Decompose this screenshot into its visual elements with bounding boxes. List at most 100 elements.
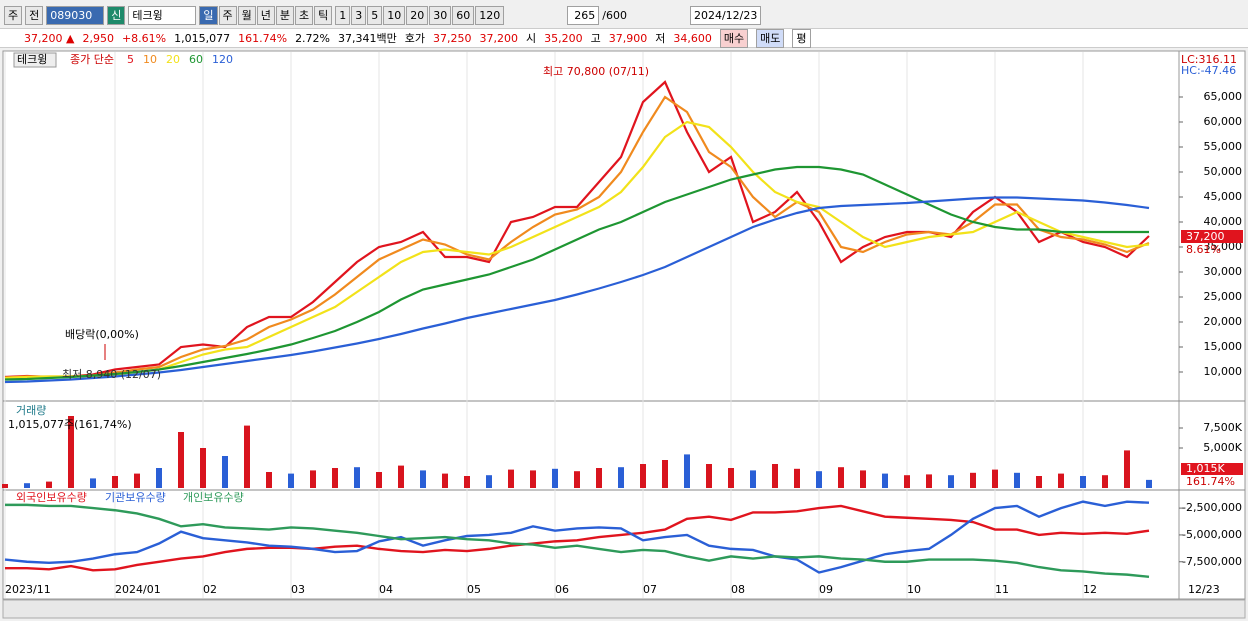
x-tick-label: 11 (995, 583, 1009, 596)
volume-bar (838, 467, 844, 488)
x-tick-label: 08 (731, 583, 745, 596)
volume-bar (772, 464, 778, 488)
view-count[interactable]: 265 (567, 5, 600, 25)
bid: 37,200 (479, 31, 519, 45)
buy-button[interactable]: 매수 (719, 28, 749, 48)
x-tick-label: 07 (643, 583, 657, 596)
open-label: 시 (526, 32, 537, 45)
last-price: 37,200 (1186, 230, 1225, 243)
date-input[interactable]: 2024/12/23 (689, 5, 762, 25)
count-button[interactable]: 20 (406, 5, 429, 25)
interval-button[interactable]: 주 (218, 5, 237, 25)
volume-bar (332, 468, 338, 488)
interval-button[interactable]: 틱 (314, 5, 333, 25)
interval-button[interactable]: 일 (199, 5, 218, 25)
x-tick-label: 10 (907, 583, 921, 596)
code-input[interactable]: 089030 (46, 5, 105, 25)
prev-button[interactable]: 전 (25, 5, 44, 25)
sell-button[interactable]: 매도 (756, 28, 785, 48)
axis-background (1178, 50, 1246, 600)
count-button[interactable]: 120 (475, 5, 505, 25)
lc-label: LC:316.11 (1181, 53, 1237, 66)
y-tick-label: 50,000 (1204, 165, 1243, 178)
volume-bar (552, 468, 558, 488)
count-button[interactable]: 1 (335, 5, 351, 25)
legend-entry: 5 (127, 53, 134, 66)
x-end-label: 12/23 (1188, 583, 1220, 596)
y-tick-label: 10,000 (1204, 365, 1243, 378)
count-group: 1 3 5 10 20 30 60 120 (335, 5, 505, 25)
last-volume-rate: 161.74% (1186, 475, 1235, 488)
volume-bar (970, 472, 976, 488)
legend-entry: 120 (212, 53, 233, 66)
market-tag: 신 (107, 5, 126, 25)
title-box (13, 52, 57, 68)
y-tick-label: 20,000 (1204, 315, 1243, 328)
y-tick-label: 60,000 (1204, 115, 1243, 128)
volume: 1,015,077 (174, 31, 231, 45)
volume-bar (222, 456, 228, 488)
info-bar: 37,200 ▲ 2,950 +8.61% 1,015,077 161.74% … (0, 28, 1248, 48)
count-button[interactable]: 5 (367, 5, 383, 25)
y-tick-label: -7,500,000 (1182, 555, 1242, 568)
series-line (4, 80, 1150, 379)
volume-bar (750, 470, 756, 488)
open: 35,200 (544, 31, 583, 45)
interval-button[interactable]: 년 (256, 5, 275, 25)
volume-rate: 161.74% (238, 31, 288, 45)
volume-bar (882, 473, 888, 488)
volume-bar (398, 465, 404, 488)
y-tick-label: 40,000 (1204, 215, 1243, 228)
count-button[interactable]: 3 (351, 5, 367, 25)
volume-bar (640, 464, 646, 488)
volume-bar (574, 471, 580, 488)
ask: 37,250 (433, 31, 472, 45)
volume-bar (1146, 479, 1152, 488)
interval-button[interactable]: 월 (237, 5, 256, 25)
y-tick-label: 30,000 (1204, 265, 1243, 278)
volume-bar (530, 470, 536, 488)
count-button[interactable]: 60 (452, 5, 475, 25)
volume-bar (684, 454, 690, 488)
high: 37,900 (608, 31, 648, 45)
volume-bar (46, 481, 52, 488)
y-tick-label: 25,000 (1204, 290, 1243, 303)
volume-bar (618, 467, 624, 488)
volume-bar (134, 473, 140, 488)
interval-button[interactable]: 초 (295, 5, 314, 25)
series-line (4, 120, 1150, 380)
x-tick-label: 12 (1083, 583, 1097, 596)
price: 37,200 ▲ (24, 31, 75, 45)
x-tick-label: 03 (291, 583, 305, 596)
x-tick-label: 02 (203, 583, 217, 596)
count-button[interactable]: 30 (429, 5, 452, 25)
y-tick-label: 45,000 (1204, 190, 1243, 203)
legend-entry: 개인보유수량 (183, 491, 244, 504)
avg-button[interactable]: 평 (792, 28, 811, 48)
series-line (4, 500, 1150, 574)
volume-bar (926, 474, 932, 488)
volume-bar (508, 469, 514, 488)
volume-bar (816, 471, 822, 488)
legend-entry: 60 (189, 53, 203, 66)
volume-bar (68, 416, 74, 488)
stock-name[interactable]: 테크윙 (128, 5, 197, 25)
count-button[interactable]: 10 (383, 5, 406, 25)
volume-bar (266, 472, 272, 488)
volume-bar (1124, 450, 1130, 488)
scrollbar[interactable] (2, 599, 1246, 619)
y-tick-label: 55,000 (1204, 140, 1243, 153)
volume-bar (112, 476, 118, 488)
last-price-box (1181, 230, 1243, 243)
legend-entry: 10 (143, 53, 157, 66)
volume-bar (794, 468, 800, 488)
legend-entry: 기관보유수량 (105, 491, 166, 504)
legend-prefix: 종가 단순 (70, 53, 114, 66)
low: 34,600 (673, 31, 712, 45)
volume-bar (596, 468, 602, 488)
interval-button[interactable]: 분 (275, 5, 294, 25)
period-select[interactable]: 주 (4, 5, 23, 25)
volume-bar (1036, 476, 1042, 488)
